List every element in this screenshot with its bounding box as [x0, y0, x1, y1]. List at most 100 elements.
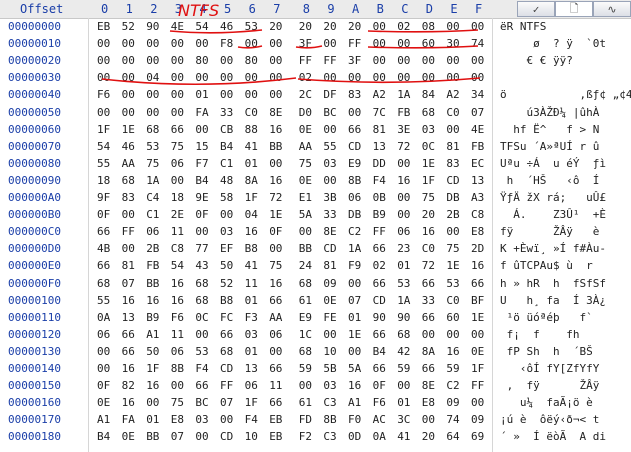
hex-byte[interactable]: 00: [446, 71, 460, 85]
hex-byte[interactable]: F0: [348, 413, 362, 427]
ascii-text[interactable]: h » hR h fSfSf: [500, 276, 606, 290]
ascii-text[interactable]: ¹ö üóªéþ f`: [500, 310, 593, 324]
hex-byte[interactable]: 00: [348, 344, 362, 358]
hex-byte[interactable]: 0B: [372, 191, 386, 204]
hex-byte[interactable]: 00: [269, 242, 283, 256]
hex-byte[interactable]: 90: [146, 20, 160, 33]
ascii-text[interactable]: ‹ôÍ fY[ZfYfY: [500, 362, 600, 375]
ascii-text[interactable]: f¡ f fh: [500, 327, 580, 341]
hex-byte[interactable]: 00: [421, 327, 436, 341]
hex-byte[interactable]: 16: [170, 276, 185, 290]
hex-byte[interactable]: 00: [397, 156, 411, 170]
hex-byte[interactable]: 00: [121, 88, 135, 102]
ascii-text[interactable]: fP Sh h ´BŠ: [500, 344, 593, 358]
ascii-text[interactable]: u¼ faÃ¡ö è: [500, 396, 593, 410]
hex-byte[interactable]: 08: [421, 20, 436, 33]
hex-byte[interactable]: 00: [269, 71, 283, 85]
hex-byte[interactable]: 06: [244, 379, 258, 393]
hex-byte[interactable]: 03: [244, 327, 258, 341]
hex-byte[interactable]: 1A: [397, 88, 411, 102]
hex-byte[interactable]: CD: [372, 293, 386, 307]
hex-byte[interactable]: 8E: [421, 379, 436, 393]
hex-byte[interactable]: CD: [348, 139, 362, 153]
hex-byte[interactable]: 83: [348, 88, 362, 102]
hex-byte[interactable]: 00: [170, 105, 185, 119]
ascii-text[interactable]: ú3ÀŽÐ¼ |ûhÀ: [500, 105, 600, 119]
hex-byte[interactable]: 75: [269, 259, 283, 273]
hex-byte[interactable]: E9: [348, 156, 362, 170]
hex-byte[interactable]: 00: [471, 71, 485, 85]
hex-byte[interactable]: 8B: [323, 413, 337, 427]
hex-byte[interactable]: 83: [446, 156, 460, 170]
hex-byte[interactable]: A1: [97, 413, 111, 427]
ascii-text[interactable]: K +Èwï¸ »Í f#Àu-: [500, 242, 606, 256]
ascii-text[interactable]: ŸƒÄ žX rá; uÛ£: [500, 191, 606, 204]
hex-byte[interactable]: DB: [446, 191, 460, 204]
hex-byte[interactable]: 74: [446, 413, 460, 427]
hex-byte[interactable]: BF: [471, 293, 485, 307]
hex-byte[interactable]: 1E: [421, 156, 436, 170]
hex-byte[interactable]: 00: [220, 208, 234, 222]
ascii-text[interactable]: € € ÿÿ?: [500, 54, 573, 68]
hex-row[interactable]: 00000110 0A 13 B9 F6 0C FC F3 AA E9 FE 01 90 90 66 60 1E…: [0, 310, 631, 325]
hex-byte[interactable]: 00: [446, 225, 460, 239]
hex-byte[interactable]: 01: [244, 344, 258, 358]
hex-byte[interactable]: 00: [220, 71, 234, 85]
hex-byte[interactable]: 59: [298, 362, 313, 375]
hex-byte[interactable]: D0: [298, 105, 313, 119]
hex-byte[interactable]: 8E: [269, 105, 283, 119]
hex-byte[interactable]: 06: [97, 327, 111, 341]
hex-byte[interactable]: 02: [298, 71, 313, 85]
hex-byte[interactable]: 00: [397, 379, 411, 393]
hex-byte[interactable]: 00: [220, 413, 234, 427]
hex-row[interactable]: 00000140 00 16 1F 8B F4 CD 13 66 59 5B 5A 66 59 66 59 1F…: [0, 361, 631, 376]
hex-byte[interactable]: 1E: [269, 208, 283, 222]
hex-byte[interactable]: 00: [269, 344, 283, 358]
hex-byte[interactable]: 18: [97, 173, 111, 187]
hex-byte[interactable]: 04: [244, 208, 258, 222]
hex-byte[interactable]: 00: [446, 327, 460, 341]
hex-byte[interactable]: F2: [298, 430, 313, 444]
hex-byte[interactable]: 00: [471, 20, 485, 33]
hex-byte[interactable]: 53: [446, 276, 460, 290]
hex-byte[interactable]: 06: [170, 156, 185, 170]
hex-byte[interactable]: 09: [446, 396, 460, 410]
hex-byte[interactable]: CD: [323, 242, 337, 256]
hex-byte[interactable]: 00: [121, 54, 135, 68]
hex-byte[interactable]: 0F: [372, 379, 386, 393]
hex-byte[interactable]: 0F: [97, 379, 111, 393]
hex-byte[interactable]: 01: [397, 259, 411, 273]
hex-byte[interactable]: 00: [121, 242, 135, 256]
hex-byte[interactable]: 3F: [348, 54, 362, 68]
hex-byte[interactable]: 06: [397, 225, 411, 239]
hex-byte[interactable]: 16: [421, 225, 436, 239]
hex-byte[interactable]: 2B: [446, 208, 460, 222]
hex-byte[interactable]: 16: [269, 173, 283, 187]
hex-row[interactable]: 00000180 B4 0E BB 07 00 CD 10 EB F2 C3 0D 0A 41 20 64 69…: [0, 429, 631, 444]
hex-byte[interactable]: 00: [170, 88, 185, 102]
hex-byte[interactable]: 0C: [195, 310, 209, 324]
hex-byte[interactable]: 55: [323, 139, 337, 153]
hex-byte[interactable]: 1F: [471, 362, 485, 375]
hex-byte[interactable]: 00: [220, 54, 234, 68]
hex-byte[interactable]: 00: [195, 225, 209, 239]
hex-byte[interactable]: 0D: [348, 430, 362, 444]
hex-byte[interactable]: 8B: [170, 362, 185, 375]
hex-row[interactable]: 00000100 55 16 16 16 68 B8 01 66 61 0E 07 CD 1A 33 C0 BF…: [0, 293, 631, 308]
hex-byte[interactable]: F6: [170, 310, 185, 324]
hex-byte[interactable]: 00: [97, 54, 111, 68]
hex-byte[interactable]: 68: [195, 293, 209, 307]
hex-byte[interactable]: 1E: [121, 122, 135, 136]
hex-byte[interactable]: 03: [195, 413, 209, 427]
hex-byte[interactable]: 75: [446, 242, 460, 256]
hex-byte[interactable]: 48: [220, 173, 234, 187]
hex-byte[interactable]: 00: [170, 37, 185, 51]
hex-byte[interactable]: 0E: [298, 122, 313, 136]
hex-byte[interactable]: 3C: [397, 413, 411, 427]
hex-byte[interactable]: 10: [323, 344, 337, 358]
hex-byte[interactable]: 00: [323, 327, 337, 341]
hex-byte[interactable]: C2: [446, 379, 460, 393]
hex-byte[interactable]: 66: [220, 327, 234, 341]
hex-byte[interactable]: 1F: [97, 122, 111, 136]
hex-byte[interactable]: A1: [348, 396, 362, 410]
